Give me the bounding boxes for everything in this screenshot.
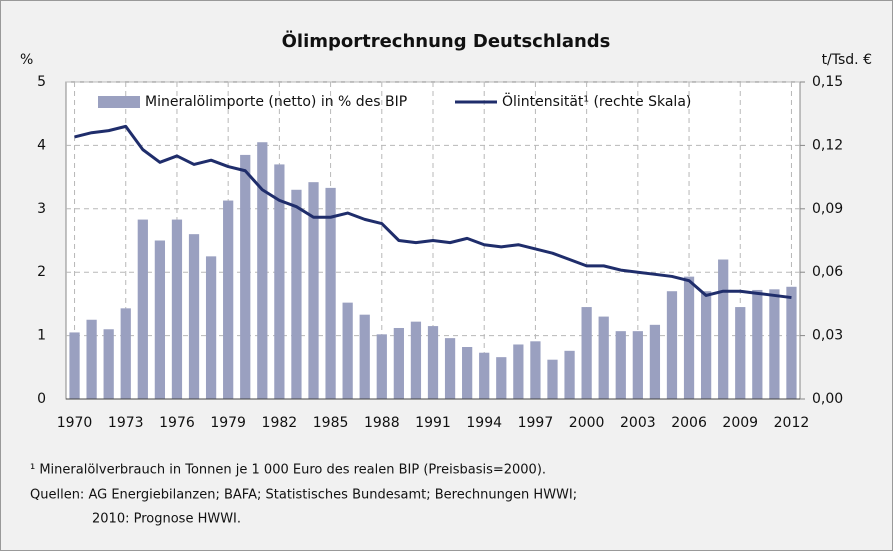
- y2-tick-label: 0,00: [812, 391, 843, 407]
- y-tick-label: 3: [37, 201, 46, 217]
- y-axis-unit: %: [20, 52, 33, 68]
- y-tick-label: 1: [37, 328, 46, 344]
- x-tick-label: 2009: [722, 415, 758, 431]
- bar: [649, 324, 661, 399]
- bar: [615, 331, 626, 399]
- bar: [291, 189, 302, 399]
- bar: [683, 276, 695, 399]
- x-tick-label: 2003: [620, 415, 656, 431]
- x-tick-label: 2006: [671, 415, 707, 431]
- bar: [718, 259, 729, 399]
- y-tick-label: 4: [37, 137, 46, 153]
- bar: [547, 359, 558, 399]
- bar: [700, 291, 712, 399]
- bar: [427, 326, 439, 399]
- bar: [530, 341, 541, 399]
- x-tick-label: 1997: [518, 415, 554, 431]
- footnote: Quellen: AG Energiebilanzen; BAFA; Stati…: [30, 488, 577, 503]
- bar: [462, 347, 473, 399]
- bar: [188, 234, 200, 399]
- y2-tick-label: 0,03: [812, 328, 843, 344]
- line: [74, 124, 792, 300]
- bar: [171, 219, 183, 399]
- x-tick-label: 1994: [466, 415, 502, 431]
- x-tick-label: 1985: [313, 415, 349, 431]
- bar: [154, 240, 166, 399]
- x-tick-label: 2000: [569, 415, 605, 431]
- bar: [69, 332, 80, 399]
- y2-tick-label: 0,15: [812, 74, 843, 90]
- bar: [513, 344, 524, 399]
- y2-tick-label: 0,12: [812, 137, 843, 153]
- y2-tick-label: 0,09: [812, 201, 843, 217]
- bar: [103, 329, 114, 399]
- bar: [393, 327, 404, 399]
- bar: [240, 154, 251, 399]
- bar: [666, 291, 678, 399]
- bar: [564, 350, 575, 399]
- bar: [205, 256, 217, 399]
- legend-label: Mineralölimporte (netto) in % des BIP: [145, 94, 407, 110]
- y-tick-label: 0: [37, 391, 46, 407]
- bar: [496, 357, 507, 399]
- y-tick-label: 5: [37, 74, 46, 90]
- legend-swatch: [98, 96, 140, 108]
- x-tick-label: 1979: [210, 415, 246, 431]
- bar: [308, 182, 319, 399]
- x-tick-label: 1976: [159, 415, 195, 431]
- bar: [120, 308, 131, 399]
- x-tick-label: 1988: [364, 415, 400, 431]
- bar: [632, 331, 643, 399]
- x-tick-label: 2012: [774, 415, 810, 431]
- bar: [444, 338, 456, 399]
- bar: [735, 307, 746, 399]
- bar: [598, 316, 609, 399]
- footnote: 2010: Prognose HWWI.: [92, 512, 241, 527]
- footnote: ¹ Mineralölverbrauch in Tonnen je 1 000 …: [30, 463, 546, 478]
- y2-axis-unit: t/Tsd. €: [822, 52, 872, 68]
- bar: [86, 319, 97, 399]
- bar: [769, 289, 780, 399]
- bar: [223, 200, 234, 399]
- bar: [359, 314, 370, 399]
- bar: [410, 321, 422, 399]
- bar: [376, 334, 387, 399]
- bar: [257, 142, 268, 400]
- bar: [479, 352, 490, 399]
- legend-label: Ölintensität¹ (rechte Skala): [502, 92, 691, 110]
- bar: [786, 286, 797, 399]
- x-tick-label: 1973: [108, 415, 144, 431]
- bar: [342, 302, 353, 399]
- chart-title: Ölimportrechnung Deutschlands: [282, 30, 611, 52]
- bar: [752, 289, 763, 399]
- x-tick-label: 1970: [57, 415, 93, 431]
- bar: [137, 219, 148, 399]
- y-tick-label: 2: [37, 264, 46, 280]
- bar: [581, 307, 592, 399]
- y2-tick-label: 0,06: [812, 264, 843, 280]
- x-tick-label: 1991: [415, 415, 451, 431]
- x-tick-label: 1982: [262, 415, 298, 431]
- bar: [274, 164, 285, 399]
- bar: [325, 187, 336, 399]
